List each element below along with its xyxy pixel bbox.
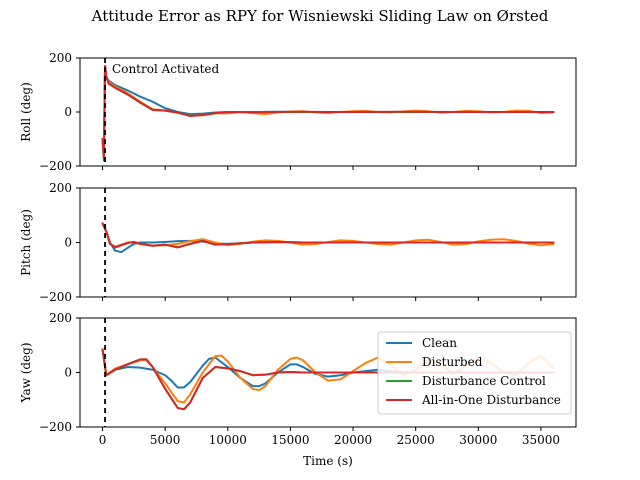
subplot-1: −200 0 200 Roll (deg) Control Activated	[19, 51, 577, 173]
legend-frame	[377, 331, 572, 415]
legend: Clean Disturbed Disturbance Control All-in-…	[377, 331, 572, 415]
y-tick-label: 0	[64, 236, 72, 250]
y-tick-label: 200	[49, 51, 72, 65]
y-axis-label: Pitch (deg)	[19, 209, 33, 276]
y-tick-label: 0	[64, 366, 72, 380]
y-tick-label: −200	[39, 290, 72, 304]
legend-entry: Disturbance Control	[422, 374, 546, 388]
chart-title: Attitude Error as RPY for Wisniewski Sli…	[91, 7, 549, 25]
legend-entry: All-in-One Disturbance	[421, 393, 561, 407]
control-activated-annotation: Control Activated	[112, 62, 219, 76]
y-tick-label: 200	[49, 311, 72, 325]
y-axis-label: Yaw (deg)	[19, 342, 33, 403]
y-tick-label: −200	[39, 159, 72, 173]
series-line-all-in-one-disturbance	[101, 65, 555, 159]
y-tick-label: 200	[49, 181, 72, 195]
series-line-clean	[101, 222, 555, 254]
subplot-2: −200 0 200 Pitch (deg)	[19, 181, 577, 304]
y-axis-label: Roll (deg)	[19, 82, 33, 142]
x-axis-label: Time (s)	[303, 454, 353, 468]
subplot-panels: −200 0 200 Roll (deg) Control Activated −200 0…	[19, 51, 577, 447]
x-tick-label: 5000	[150, 433, 181, 447]
x-tick-label: 35000	[522, 433, 560, 447]
y-tick-label: −200	[39, 420, 72, 434]
x-tick-label: 25000	[397, 433, 435, 447]
x-tick-label: 0	[99, 433, 107, 447]
x-tick-label: 20000	[334, 433, 372, 447]
x-tick-label: 15000	[271, 433, 309, 447]
x-tick-label: 10000	[209, 433, 247, 447]
y-tick-label: 0	[64, 105, 72, 119]
series-line-all-in-one-disturbance	[101, 222, 555, 249]
x-tick-label: 30000	[459, 433, 497, 447]
legend-entry: Disturbed	[422, 355, 483, 369]
legend-entry: Clean	[422, 336, 457, 350]
